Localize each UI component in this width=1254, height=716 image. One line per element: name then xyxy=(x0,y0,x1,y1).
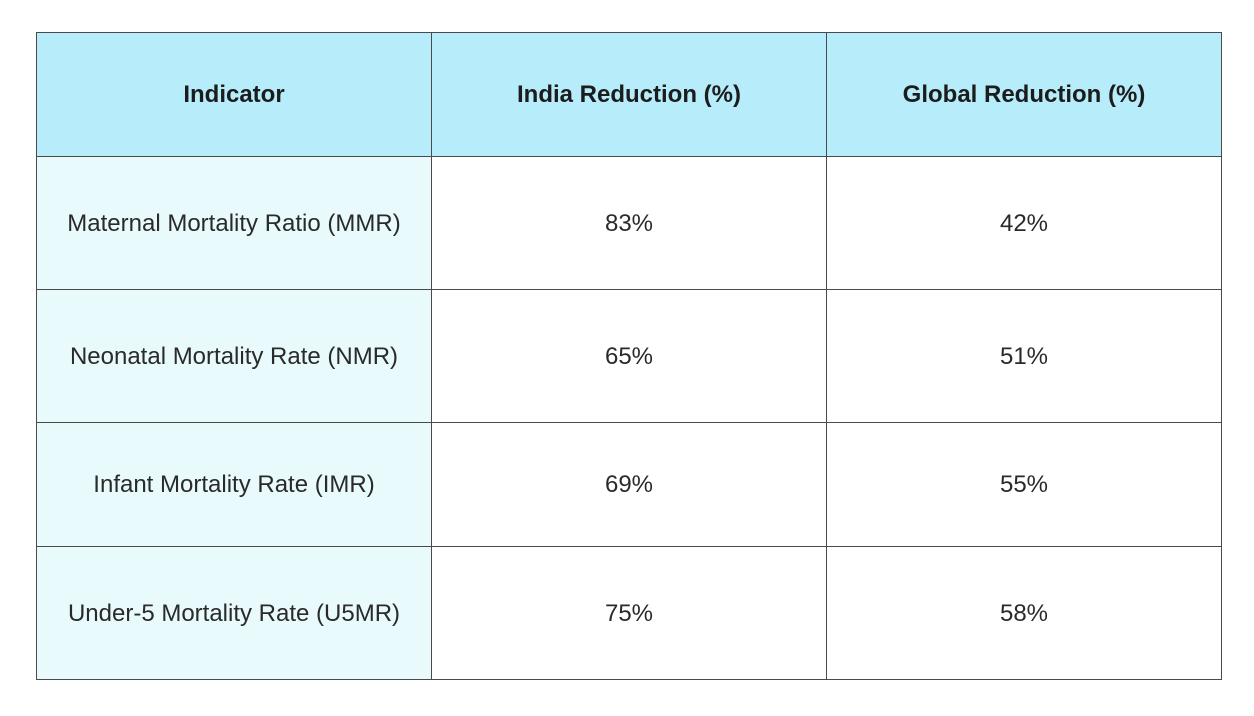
global-value-cell: 58% xyxy=(826,546,1222,680)
indicator-cell: Neonatal Mortality Rate (NMR) xyxy=(36,289,432,423)
indicator-cell: Under-5 Mortality Rate (U5MR) xyxy=(36,546,432,680)
table-row: Neonatal Mortality Rate (NMR) 65% 51% xyxy=(36,289,1222,423)
table-row: Infant Mortality Rate (IMR) 69% 55% xyxy=(36,422,1222,547)
india-value-cell: 83% xyxy=(431,156,827,290)
global-value-cell: 51% xyxy=(826,289,1222,423)
header-indicator: Indicator xyxy=(36,32,432,157)
india-value-cell: 65% xyxy=(431,289,827,423)
header-global-reduction: Global Reduction (%) xyxy=(826,32,1222,157)
table-row: Under-5 Mortality Rate (U5MR) 75% 58% xyxy=(36,546,1222,680)
indicator-cell: Infant Mortality Rate (IMR) xyxy=(36,422,432,547)
global-value-cell: 55% xyxy=(826,422,1222,547)
table-header-row: Indicator India Reduction (%) Global Red… xyxy=(36,32,1222,157)
table-row: Maternal Mortality Ratio (MMR) 83% 42% xyxy=(36,156,1222,290)
header-india-reduction: India Reduction (%) xyxy=(431,32,827,157)
india-value-cell: 75% xyxy=(431,546,827,680)
india-value-cell: 69% xyxy=(431,422,827,547)
comparison-table: Indicator India Reduction (%) Global Red… xyxy=(36,32,1222,680)
indicator-cell: Maternal Mortality Ratio (MMR) xyxy=(36,156,432,290)
global-value-cell: 42% xyxy=(826,156,1222,290)
